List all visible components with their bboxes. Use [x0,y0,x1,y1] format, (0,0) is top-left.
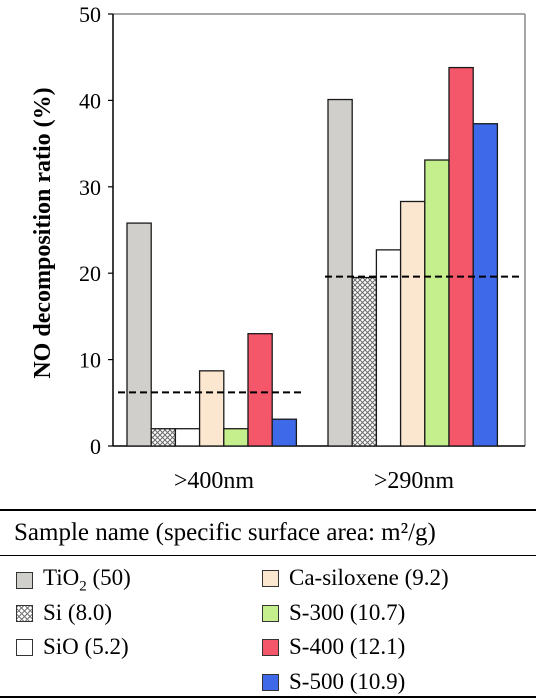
bar [448,66,474,447]
bar [375,249,402,447]
y-tick-label: 20 [79,261,101,286]
legend-item: SiO (5.2) [16,634,129,660]
bar [174,428,201,447]
y-tick-label: 50 [79,2,101,27]
legend-label: Si (8.0) [43,600,112,625]
reference-lines [118,275,520,394]
legend-top-rule [0,509,536,511]
legend-label: TiO2 (50) [43,565,131,595]
legend-swatch [262,673,279,691]
y-axis-label: NO decomposition ratio (%) [30,87,56,378]
legend-swatch [16,638,33,656]
legend-label: S-300 (10.7) [289,600,406,625]
x-category-label: >290nm [374,468,455,494]
bar [150,428,177,447]
y-tick-label: 0 [90,434,101,459]
y-axis: 0 10 20 30 40 50 [79,2,113,459]
legend-item: S-500 (10.9) [262,669,405,695]
legend-item: TiO2 (50) [16,565,131,596]
legend-title-rule [0,555,536,556]
legend-item: Ca-siloxene (9.2) [262,565,449,591]
bar [126,222,152,447]
x-axis: >400nm >290nm [174,468,455,494]
legend-swatch [16,604,33,622]
bars [126,66,499,447]
bar [271,418,298,447]
y-tick-label: 40 [79,88,101,113]
bar [472,123,499,447]
bar [247,333,273,447]
bar-chart: 0 10 20 30 40 50 >400nm >290nm NO decompositio… [30,2,526,494]
bar [351,276,378,447]
legend-item: S-300 (10.7) [262,600,405,626]
legend-swatch [262,638,279,656]
bar [198,370,225,447]
y-tick-label: 30 [79,175,101,200]
legend-label: SiO (5.2) [43,634,129,659]
legend-label: Ca-siloxene (9.2) [289,565,449,590]
legend-swatch [262,604,279,622]
bar [424,159,450,447]
legend-item: Si (8.0) [16,600,112,626]
bar [223,428,249,447]
bar [327,98,353,447]
legend-bottom-rule [0,696,536,698]
x-category-label: >400nm [174,468,255,494]
y-tick-label: 10 [79,348,101,373]
legend-label: S-400 (12.1) [289,634,406,659]
legend-title: Sample name (specific surface area: m²/g… [14,519,436,546]
legend-item: S-400 (12.1) [262,634,405,660]
legend-swatch [262,569,279,587]
bar [399,200,426,447]
legend-label: S-500 (10.9) [289,669,406,694]
legend-swatch [16,571,33,589]
